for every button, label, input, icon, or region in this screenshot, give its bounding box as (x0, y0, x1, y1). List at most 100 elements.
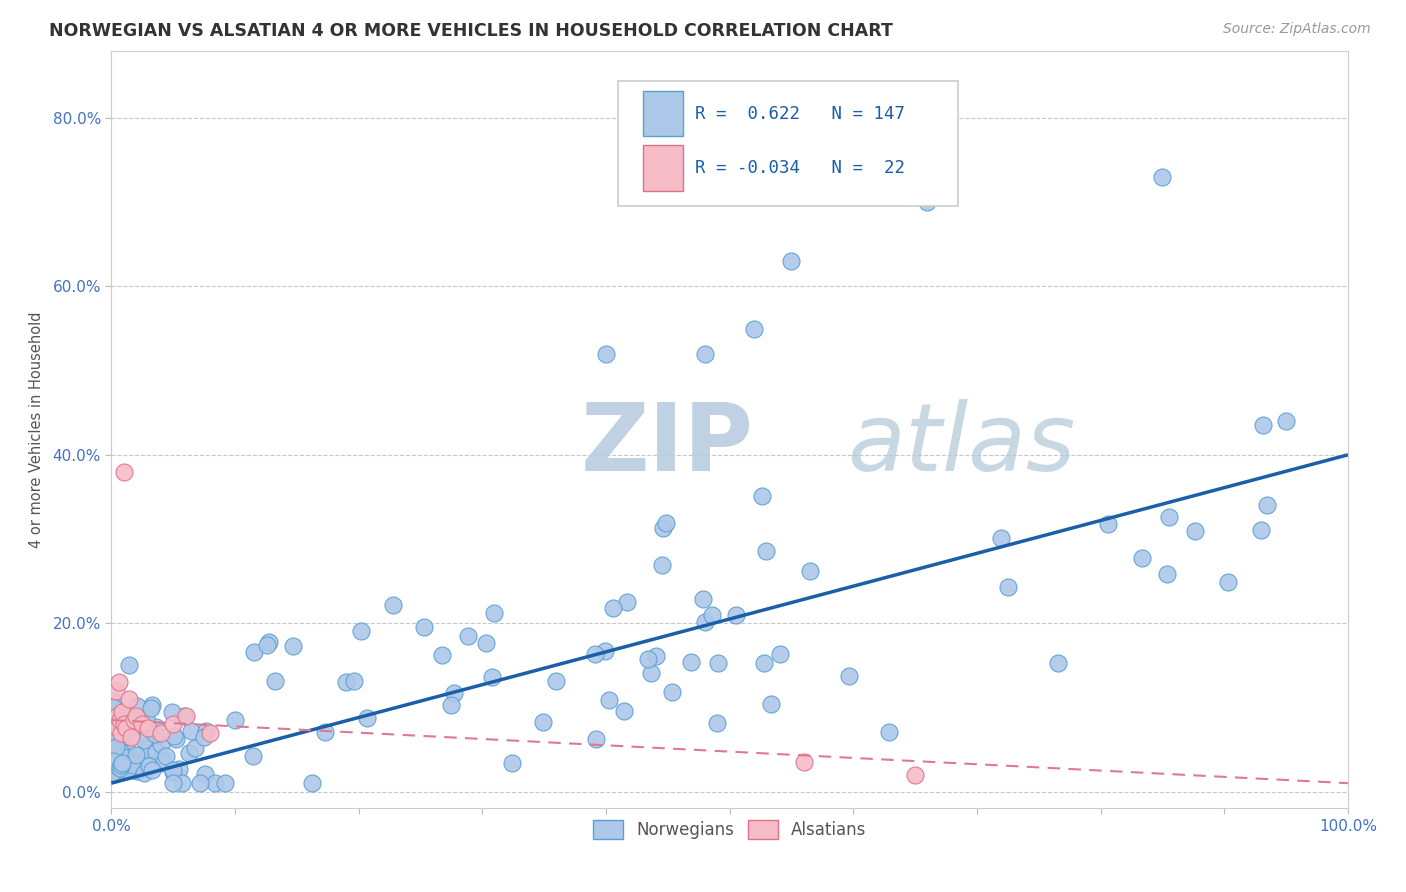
Point (585, 731, 607, 746)
Point (335, 675, 357, 690)
Point (224, 713, 246, 727)
Point (990, 531, 1012, 545)
Point (681, 655, 703, 669)
Point (114, 724, 136, 739)
Point (107, 708, 129, 723)
Point (108, 761, 131, 775)
Point (546, 674, 568, 689)
Point (125, 747, 148, 762)
Point (101, 745, 124, 759)
Point (640, 665, 662, 680)
Point (744, 321, 766, 335)
Point (457, 629, 479, 643)
Point (111, 763, 134, 777)
Point (101, 694, 124, 708)
Point (117, 744, 139, 758)
Point (263, 674, 285, 689)
FancyBboxPatch shape (619, 81, 959, 206)
Point (162, 764, 184, 778)
Point (125, 708, 148, 723)
Point (693, 615, 716, 629)
Point (598, 693, 620, 707)
Point (602, 601, 624, 615)
Point (595, 347, 617, 361)
Point (179, 746, 201, 760)
Point (1097, 517, 1119, 532)
Point (257, 635, 280, 649)
Point (114, 714, 136, 728)
Point (120, 728, 142, 742)
Point (204, 776, 226, 790)
Point (142, 730, 165, 744)
Point (118, 750, 141, 764)
Point (1159, 509, 1181, 524)
Point (693, 347, 716, 361)
Point (1275, 414, 1298, 428)
Point (350, 624, 373, 639)
Point (110, 725, 132, 739)
Point (661, 685, 683, 699)
Point (440, 698, 463, 712)
Legend: Norwegians, Alsatians: Norwegians, Alsatians (586, 813, 873, 846)
Point (150, 752, 173, 766)
Point (162, 776, 184, 790)
Point (637, 652, 659, 666)
Point (759, 697, 782, 711)
Point (138, 758, 160, 772)
Point (616, 595, 638, 609)
Point (242, 748, 264, 763)
Point (160, 705, 183, 719)
Point (707, 657, 730, 671)
Text: atlas: atlas (846, 400, 1076, 491)
Point (163, 730, 186, 744)
Point (174, 708, 197, 723)
Point (101, 754, 124, 768)
Point (149, 737, 172, 751)
Point (100, 747, 122, 761)
Text: Source: ZipAtlas.com: Source: ZipAtlas.com (1223, 22, 1371, 37)
Point (193, 730, 215, 744)
Point (105, 683, 128, 698)
Point (115, 722, 138, 736)
Point (443, 686, 465, 700)
Point (141, 698, 163, 713)
Text: NORWEGIAN VS ALSATIAN 4 OR MORE VEHICLES IN HOUSEHOLD CORRELATION CHART: NORWEGIAN VS ALSATIAN 4 OR MORE VEHICLES… (49, 22, 893, 40)
Text: R = -0.034   N =  22: R = -0.034 N = 22 (695, 159, 905, 178)
Point (432, 648, 454, 662)
Point (172, 776, 194, 790)
Point (1156, 567, 1178, 582)
Point (165, 732, 187, 747)
Point (838, 669, 860, 683)
Point (141, 700, 163, 714)
Point (121, 721, 143, 735)
Point (100, 735, 122, 749)
Point (194, 767, 217, 781)
Point (132, 732, 155, 747)
Point (904, 768, 927, 782)
Point (1046, 657, 1069, 671)
Point (475, 635, 498, 649)
Point (793, 755, 815, 769)
Text: R =  0.622   N = 147: R = 0.622 N = 147 (695, 104, 905, 122)
Point (149, 725, 172, 739)
Point (700, 607, 723, 622)
Point (1216, 574, 1239, 589)
Point (162, 717, 184, 731)
Point (145, 745, 167, 759)
Point (381, 598, 404, 612)
Point (531, 715, 554, 730)
Point (243, 645, 266, 659)
Point (1250, 523, 1272, 537)
Point (114, 710, 136, 724)
Point (482, 606, 505, 620)
Point (107, 732, 129, 747)
Point (481, 670, 503, 684)
Point (167, 762, 190, 776)
Point (180, 724, 202, 739)
Point (155, 748, 177, 763)
Point (412, 620, 434, 634)
Point (1130, 551, 1153, 566)
Point (101, 764, 124, 779)
Point (644, 649, 666, 664)
Point (343, 674, 366, 689)
